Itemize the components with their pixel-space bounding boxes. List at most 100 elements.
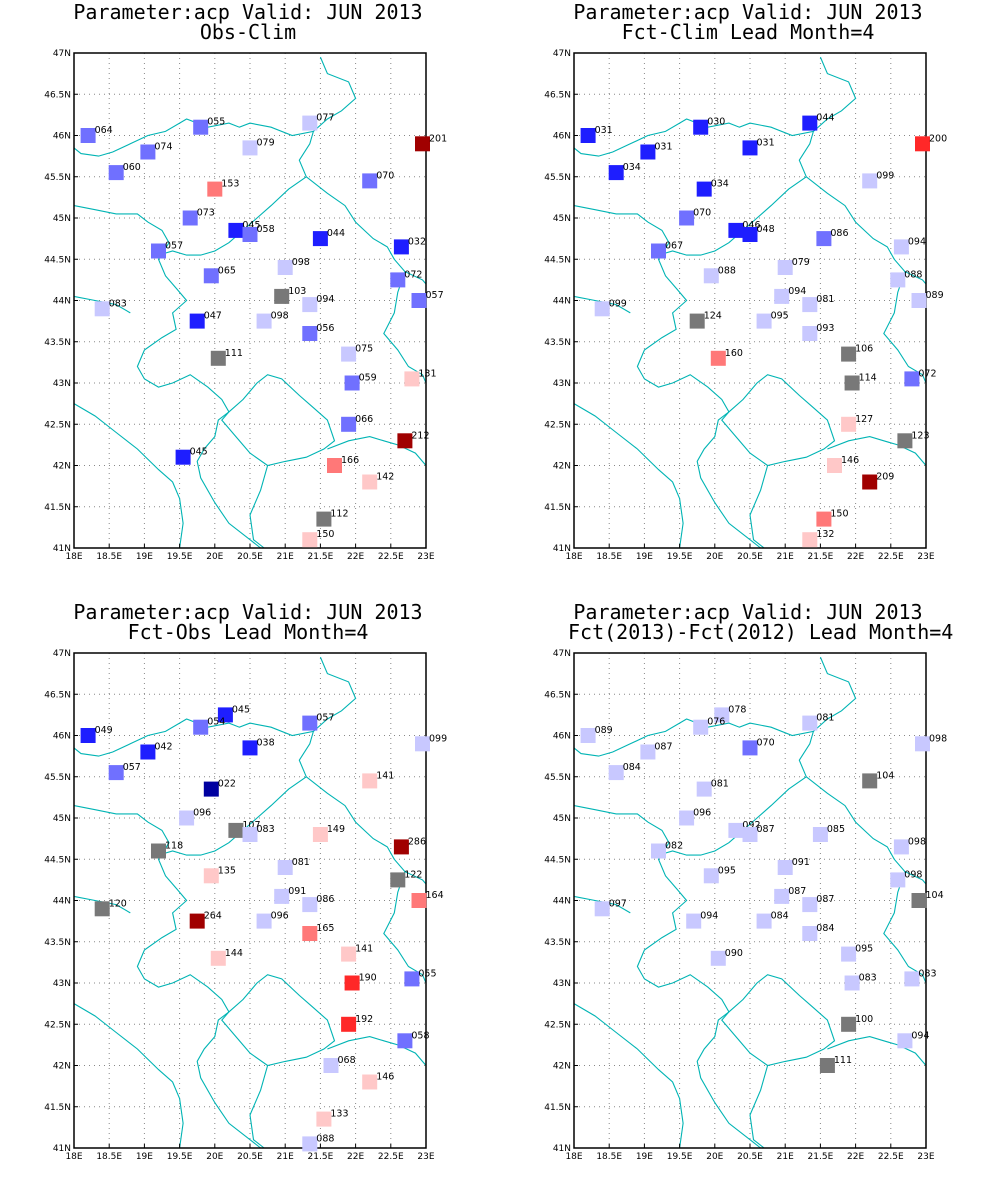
station-square [594, 301, 610, 317]
x-tick-label: 18E [65, 1152, 82, 1162]
station-square [640, 744, 656, 760]
station-value-label: 065 [218, 265, 236, 276]
station-marker: 045 [175, 447, 208, 465]
border-line [573, 805, 761, 1149]
station-marker: 044 [802, 113, 834, 131]
panel-title: Parameter:acp Valid: JUN 2013 [73, 0, 423, 24]
station-marker: 081 [802, 713, 834, 731]
station-marker: 141 [362, 770, 394, 789]
station-square [802, 326, 818, 341]
station-value-label: 099 [429, 733, 447, 744]
station-value-label: 153 [221, 179, 239, 190]
y-tick-label: 47N [553, 649, 571, 659]
station-value-label: 042 [154, 742, 172, 753]
station-value-label: 098 [904, 869, 922, 880]
station-value-label: 146 [376, 1072, 394, 1083]
station-marker: 093 [802, 323, 834, 341]
border-line [327, 1036, 427, 1066]
station-value-label: 095 [855, 944, 873, 955]
station-square [256, 913, 272, 929]
border-line [573, 1003, 684, 1149]
station-value-label: 070 [376, 170, 394, 181]
station-square [897, 433, 913, 449]
station-value-label: 047 [204, 311, 222, 322]
x-tick-label: 19E [136, 1152, 153, 1162]
station-value-label: 112 [330, 509, 348, 520]
station-value-label: 066 [355, 414, 373, 425]
y-tick-label: 42N [53, 1062, 71, 1072]
grid-lines [74, 53, 426, 548]
station-value-label: 075 [355, 344, 373, 355]
station-value-label: 096 [271, 911, 289, 922]
station-value-label: 160 [725, 348, 743, 359]
y-tick-label: 44.5N [44, 255, 71, 265]
y-tick-label: 45N [553, 214, 571, 224]
station-value-label: 090 [725, 948, 743, 959]
station-value-label: 031 [595, 125, 613, 136]
station-marker: 066 [341, 414, 373, 432]
station-value-label: 114 [859, 373, 877, 384]
station-value-label: 088 [316, 1133, 334, 1144]
station-marker: 075 [341, 344, 373, 362]
station-value-label: 085 [827, 824, 845, 835]
station-marker: 088 [890, 269, 922, 288]
station-value-label: 046 [742, 220, 760, 231]
station-value-label: 079 [792, 257, 810, 268]
x-tick-label: 20.5E [737, 552, 763, 562]
station-marker: 092 [728, 820, 761, 838]
border-line [749, 465, 769, 549]
station-square [274, 888, 290, 904]
station-square [323, 1058, 339, 1073]
station-marker: 095 [703, 865, 736, 884]
station-marker: 141 [341, 944, 373, 962]
station-marker: 200 [915, 133, 947, 152]
station-marker: 087 [742, 824, 775, 842]
station-marker: 094 [893, 236, 926, 255]
station-marker: 098 [256, 311, 289, 329]
station-value-label: 038 [257, 737, 275, 748]
station-value-label: 093 [816, 323, 834, 334]
y-tick-label: 47N [53, 649, 71, 659]
station-marker: 264 [189, 911, 222, 929]
station-marker: 058 [242, 224, 275, 242]
border-line [73, 403, 184, 549]
grid-lines [574, 53, 926, 548]
station-value-label: 072 [918, 368, 936, 379]
map-panel-fct-clim: Parameter:acp Valid: JUN 2013 Fct-Clim L… [544, 0, 1000, 570]
station-square [703, 868, 719, 884]
station-value-label: 074 [154, 142, 172, 153]
station-square [362, 474, 378, 490]
station-square [710, 950, 726, 966]
station-square [151, 243, 166, 259]
x-tick-label: 20.5E [737, 1152, 763, 1162]
station-marker: 094 [774, 286, 806, 304]
y-tick-label: 46N [53, 732, 71, 742]
station-marker: 091 [274, 886, 306, 904]
station-square [816, 231, 832, 247]
station-value-label: 087 [757, 824, 775, 835]
y-tick-label: 43N [553, 379, 571, 389]
station-value-label: 081 [816, 713, 834, 724]
station-square [802, 715, 818, 731]
station-marker: 124 [689, 311, 722, 329]
station-marker: 135 [203, 865, 236, 884]
station-square [312, 231, 328, 247]
station-square [207, 181, 223, 197]
station-marker: 048 [742, 224, 775, 242]
station-square [393, 239, 409, 255]
y-tick-label: 43.5N [544, 938, 571, 948]
border-line [573, 56, 857, 157]
station-square [140, 744, 156, 760]
station-square [580, 128, 596, 143]
x-tick-label: 22E [847, 1152, 864, 1162]
x-tick-label: 19E [636, 552, 653, 562]
station-square [189, 313, 205, 329]
border-line [249, 465, 269, 549]
border-line [658, 776, 807, 856]
station-marker: 079 [242, 137, 275, 156]
border-line [73, 656, 357, 757]
station-square [182, 210, 198, 226]
x-tick-label: 19.5E [167, 1152, 193, 1162]
station-square [393, 839, 409, 855]
y-tick-label: 44.5N [544, 255, 571, 265]
